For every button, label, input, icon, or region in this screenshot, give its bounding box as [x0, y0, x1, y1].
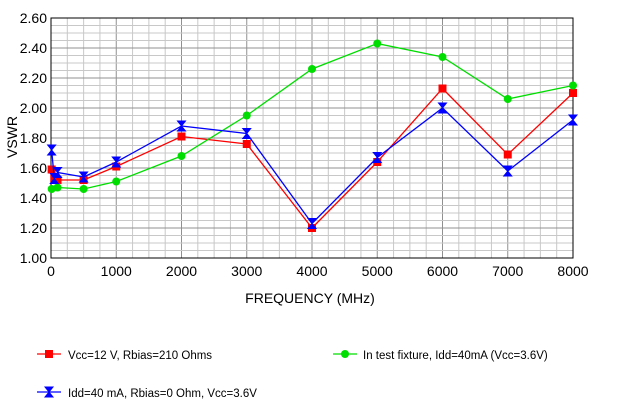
legend-symbol	[341, 350, 349, 358]
data-point	[372, 152, 383, 163]
plot-border	[50, 17, 574, 259]
x-tick-label: 3000	[231, 263, 262, 279]
data-point	[438, 84, 447, 93]
x-axis-label: FREQUENCY (MHz)	[245, 290, 375, 306]
x-tick-label: 5000	[362, 263, 393, 279]
y-tick-label: 1.80	[20, 130, 47, 146]
data-point	[306, 218, 318, 229]
legend-label-0: Vcc=12 V, Rbias=210 Ohms	[68, 350, 212, 362]
data-point	[567, 114, 579, 126]
legend-symbol	[43, 386, 55, 398]
data-point	[242, 140, 251, 148]
data-point	[111, 156, 122, 168]
data-point	[438, 53, 447, 61]
y-tick-label: 2.40	[20, 40, 47, 56]
y-tick-label: 1.00	[20, 250, 47, 266]
series-1	[47, 39, 577, 193]
data-point	[46, 144, 57, 156]
legend-entry-2: Idd=40 mA, Rbias=0 Ohm, Vcc=3.6V	[37, 386, 257, 400]
y-tick-label: 2.00	[20, 100, 47, 116]
data-point	[177, 132, 186, 141]
legend-marker-1	[333, 350, 357, 358]
x-tick-label: 0	[47, 263, 55, 279]
data-point	[503, 150, 512, 159]
x-tick-label: 7000	[492, 263, 523, 279]
y-tick-label: 2.60	[20, 10, 47, 26]
series-layer	[46, 39, 579, 232]
x-tick-label: 6000	[427, 263, 458, 279]
legend-entry-0: Vcc=12 V, Rbias=210 Ohms	[37, 350, 212, 362]
x-tick-labels: 0 1000 2000 3000 4000 5000 6000 7000 8000	[47, 263, 589, 279]
data-point	[52, 167, 63, 178]
data-point	[176, 120, 187, 132]
data-point	[373, 39, 382, 48]
data-point	[569, 89, 577, 97]
legend-marker-0	[37, 350, 61, 358]
y-tick-label: 1.60	[20, 160, 47, 176]
data-point	[502, 165, 513, 177]
legend-entry-1: In test fixture, Idd=40mA (Vcc=3.6V)	[333, 350, 548, 362]
y-tick-labels: 1.00 1.20 1.40 1.60 1.80 2.00 2.20 2.40 2.60	[20, 10, 47, 266]
legend-symbol	[45, 350, 53, 358]
legend: Vcc=12 V, Rbias=210 Ohms In test fixture…	[37, 350, 548, 400]
series-2	[46, 102, 579, 229]
data-point	[503, 95, 512, 103]
y-tick-label: 1.40	[20, 190, 47, 206]
y-axis-label: VSWR	[4, 116, 20, 158]
data-point	[437, 102, 448, 114]
data-point	[242, 111, 251, 120]
legend-marker-2	[37, 386, 61, 398]
data-point	[47, 165, 56, 174]
x-tick-label: 8000	[557, 263, 588, 279]
data-point	[308, 65, 316, 73]
data-point	[569, 81, 577, 90]
legend-label-2: Idd=40 mA, Rbias=0 Ohm, Vcc=3.6V	[68, 388, 257, 400]
legend-label-1: In test fixture, Idd=40mA (Vcc=3.6V)	[363, 350, 548, 362]
x-tick-label: 2000	[166, 263, 197, 279]
x-tick-label: 1000	[101, 263, 132, 279]
data-point	[53, 176, 62, 184]
y-tick-label: 2.20	[20, 70, 47, 86]
x-tick-label: 4000	[296, 263, 327, 279]
data-point	[53, 183, 62, 192]
plot-frame	[50, 17, 574, 259]
data-point	[78, 171, 89, 183]
data-point	[177, 152, 186, 160]
data-point	[241, 128, 252, 139]
data-point	[79, 185, 88, 193]
y-tick-label: 1.20	[20, 220, 47, 236]
data-point	[112, 177, 121, 186]
